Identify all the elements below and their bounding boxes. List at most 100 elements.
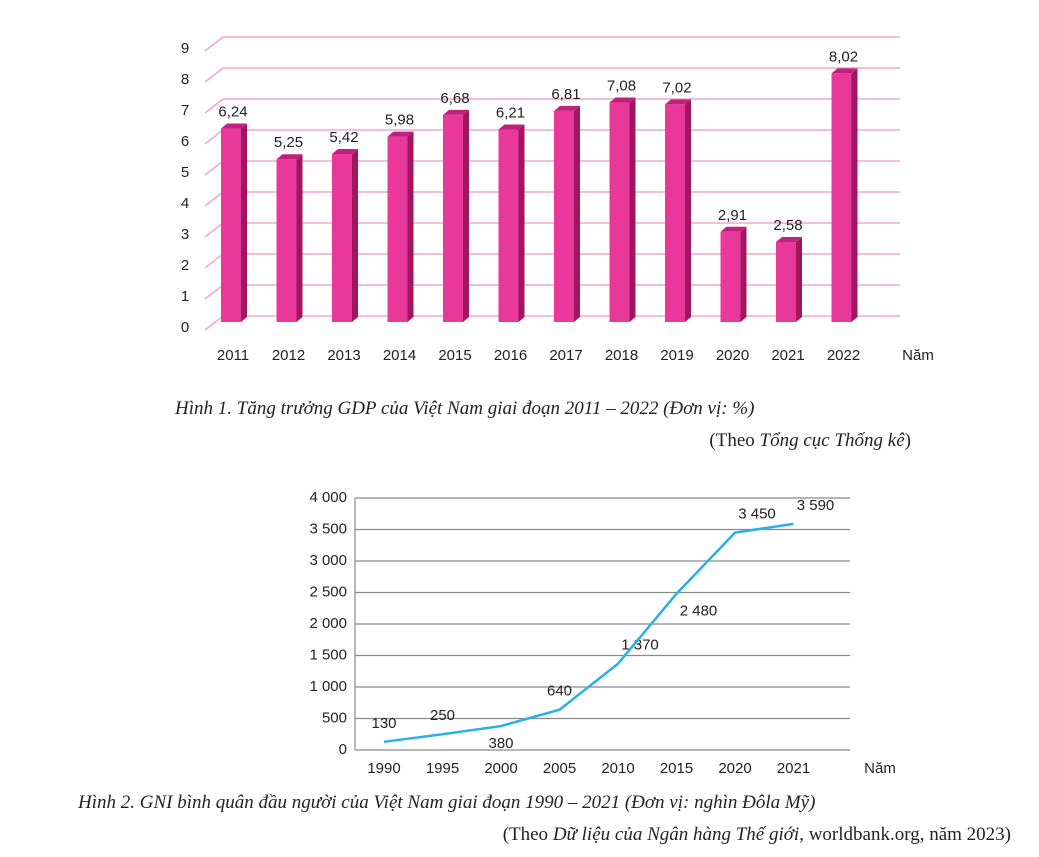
bar-top <box>720 226 747 232</box>
y-tick-label: 1 <box>181 288 189 305</box>
data-label: 5,25 <box>274 134 303 151</box>
bar-side <box>518 124 525 323</box>
x-tick-label: 2015 <box>660 760 693 777</box>
bar <box>276 159 297 322</box>
bar <box>332 153 352 322</box>
data-label: 640 <box>547 683 572 700</box>
y-tick-label: 4 000 <box>309 489 347 506</box>
x-tick-label: 2018 <box>605 347 638 364</box>
bar-side <box>296 154 303 322</box>
data-label: 6,81 <box>551 86 580 103</box>
bar-top <box>554 105 580 111</box>
bar <box>221 128 241 322</box>
source-part: (Theo <box>709 430 755 451</box>
x-tick-label: 1990 <box>367 760 400 777</box>
data-label: 130 <box>371 715 396 732</box>
y-tick-label: 2 <box>181 257 189 274</box>
data-label: 8,02 <box>829 48 858 65</box>
grid-line <box>204 160 900 176</box>
y-tick-label: 9 <box>181 40 189 57</box>
data-label: 250 <box>430 707 455 724</box>
source: (Theo Dữ liệu của Ngân hàng Thế giới, wo… <box>503 824 1011 846</box>
x-tick-label: 1995 <box>426 760 459 777</box>
source-part: (Theo <box>502 824 549 845</box>
bar-side <box>851 68 858 322</box>
bar <box>498 129 519 322</box>
data-label: 6,21 <box>496 104 525 121</box>
source-part: , worldbank.org, năm 2023) <box>799 824 1011 845</box>
x-tick-label: 2022 <box>827 347 860 364</box>
y-tick-label: 3 000 <box>309 552 347 569</box>
data-label: 2,91 <box>718 207 747 224</box>
x-tick-label: 2020 <box>718 760 751 777</box>
bar <box>443 114 463 322</box>
bar <box>831 73 852 322</box>
x-tick-label: 2021 <box>771 347 804 364</box>
data-label: 2,58 <box>773 217 802 234</box>
bar <box>720 231 741 322</box>
y-tick-label: 1 000 <box>309 678 347 695</box>
bar-side <box>241 123 247 322</box>
bar <box>776 242 796 322</box>
x-tick-label: 2011 <box>217 347 249 364</box>
bar-side <box>740 226 747 322</box>
x-tick-label: 2017 <box>549 347 582 364</box>
bar-top <box>498 124 525 130</box>
y-tick-label: 2 500 <box>309 583 347 600</box>
y-tick-label: 6 <box>181 133 189 150</box>
y-tick-label: 0 <box>181 319 189 336</box>
x-tick-label: 2014 <box>383 347 416 364</box>
data-label: 7,08 <box>607 77 636 94</box>
x-tick-label: 2005 <box>543 760 576 777</box>
bar-top <box>776 237 802 243</box>
grid-line <box>204 191 900 207</box>
y-tick-label: 3 <box>181 226 189 243</box>
source-part: Tổng cục Thống kê <box>759 430 905 451</box>
grid-line <box>204 129 900 145</box>
grid-line <box>204 67 900 83</box>
bar-top <box>276 154 303 160</box>
x-tick-label: 2016 <box>494 347 527 364</box>
bar-top <box>221 123 247 129</box>
data-label: 380 <box>488 735 513 752</box>
x-tick-label: 2019 <box>660 347 693 364</box>
bar-top <box>609 97 636 103</box>
bar <box>387 136 408 322</box>
data-label: 7,02 <box>662 79 691 96</box>
x-tick-label: 2013 <box>327 347 360 364</box>
y-tick-label: 5 <box>181 164 189 181</box>
source-part: Dữ liệu của Ngân hàng Thế giới <box>552 824 800 845</box>
data-label: 6,68 <box>440 90 469 107</box>
x-tick-label: 2021 <box>777 760 810 777</box>
y-tick-label: 500 <box>322 709 347 726</box>
x-tick-label: 2015 <box>438 347 471 364</box>
line <box>383 522 794 744</box>
y-tick-label: 0 <box>339 741 347 758</box>
y-tick-label: 7 <box>181 102 189 119</box>
bar-side <box>407 131 414 322</box>
grid-line <box>204 98 900 114</box>
y-tick-label: 4 <box>181 195 189 212</box>
x-axis-label: Năm <box>902 347 934 364</box>
x-tick-label: 2020 <box>716 347 749 364</box>
source-part: ) <box>904 430 911 451</box>
bar-top <box>831 68 858 74</box>
bar <box>665 104 685 322</box>
bar-top <box>443 109 469 115</box>
bar-side <box>685 99 691 322</box>
data-label: 5,42 <box>329 129 358 146</box>
x-tick-label: 2012 <box>272 347 305 364</box>
data-label: 3 450 <box>738 506 776 523</box>
bar <box>554 110 574 322</box>
x-axis-label: Năm <box>864 760 896 777</box>
grid-line <box>204 36 900 52</box>
bar-side <box>629 97 636 323</box>
caption: Hình 1. Tăng trưởng GDP của Việt Nam gia… <box>175 398 755 419</box>
bar-top <box>387 131 414 137</box>
bar-top <box>332 148 358 154</box>
bar-side <box>574 105 580 322</box>
data-label: 5,98 <box>385 112 414 129</box>
bar-side <box>352 148 358 322</box>
